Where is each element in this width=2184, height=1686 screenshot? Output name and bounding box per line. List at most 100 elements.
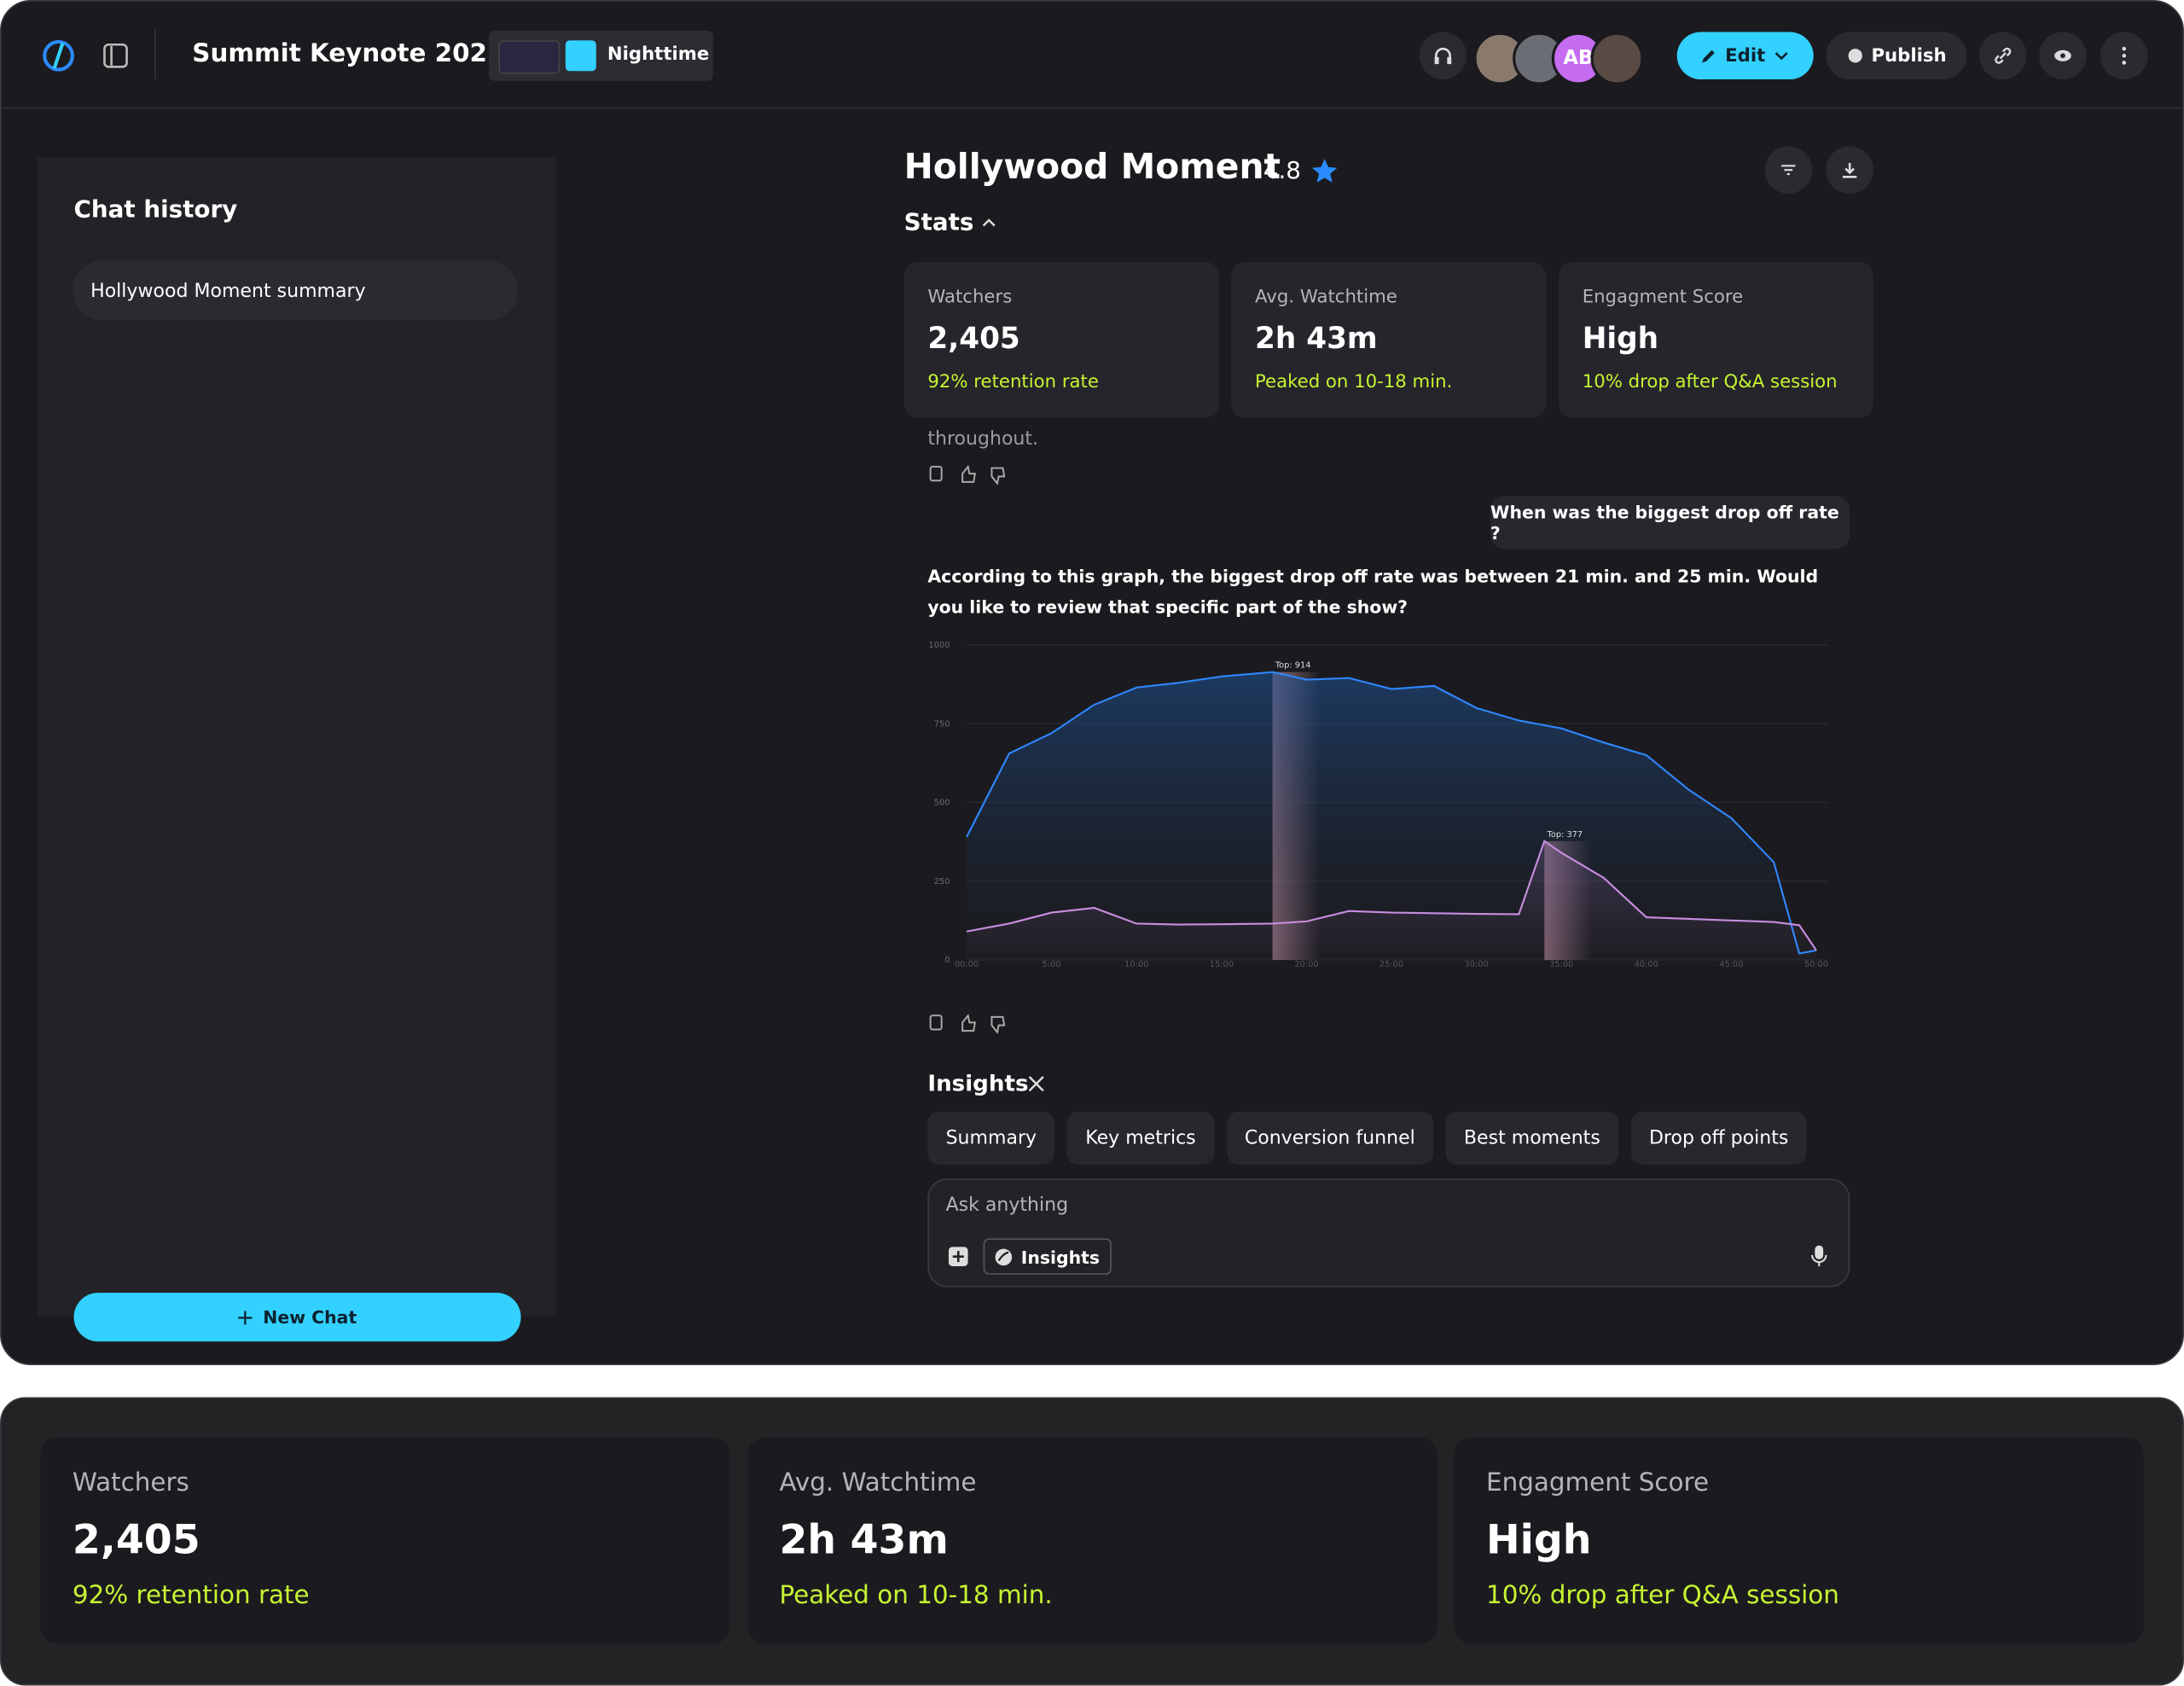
edit-button[interactable]: Edit [1676,32,1814,80]
x-tick-label: 35:00 [1549,960,1573,969]
icon [1995,47,2012,64]
x-tick-label: 20:00 [1294,960,1318,969]
rating: 4.8 [1263,157,1301,186]
link-button[interactable] [1978,32,2027,80]
stat-label: Avg. Watchtime [1255,287,1397,308]
partial-message: throughout. [927,427,1039,451]
star-icon [1311,159,1338,183]
x-tick-label: 25:00 [1380,960,1403,969]
stat-value: High [1582,322,1659,356]
divider [154,29,156,80]
stat-note: 92% retention rate [927,371,1099,393]
icon [1701,49,1715,63]
annotation-label: Top: 914 [1275,661,1311,671]
stat-label: Engagment Score [1582,287,1744,308]
icon [1842,163,1857,178]
icon [1781,165,1796,176]
stat-value: High [1486,1515,1592,1563]
icon [237,1310,253,1324]
icon [1775,52,1789,61]
avatar[interactable] [1473,32,1527,85]
collapse-icon[interactable] [980,214,997,231]
stat-note: 92% retention rate [72,1581,310,1611]
y-tick-label: 0 [944,956,950,965]
stat-card: Watchers 2,405 92% retention rate [903,261,1219,418]
edit-label: Edit [1725,45,1766,67]
download-button[interactable] [1826,146,1873,194]
sidebar-title: Chat history [73,196,238,224]
history-item[interactable]: Hollywood Moment summary [72,260,519,321]
filter-button[interactable] [1764,146,1813,194]
theme-switch[interactable]: Nighttime [489,30,713,81]
icon [1847,49,1862,63]
assistant-reply: According to this graph, the biggest dro… [927,565,1819,618]
icon [1434,47,1452,65]
stat-value: 2,405 [72,1515,200,1563]
x-tick-label: 15:00 [1210,960,1234,969]
close-icon[interactable] [1028,1075,1045,1092]
new-chat-button[interactable]: New Chat [73,1293,521,1342]
swatch [498,40,561,74]
retention-chart: 0 250 500 750 1000 00:00 5:00 10:00 15:00 20:00 25… [929,641,1829,969]
chip-row: Summary Key metrics Conversion funnel Best … [927,1111,1807,1165]
stat-label: Engagment Score [1486,1468,1710,1498]
summary-card: Watchers 2,405 92% retention rate [40,1437,730,1644]
sidebar-toggle[interactable] [103,43,128,68]
new-chat-label: New Chat [263,1306,357,1328]
swatch [565,40,596,72]
header: Summit Keynote 2025 Nighttime AB Edit Pu… [1,2,2183,109]
suggestion-chip[interactable]: Drop off points [1630,1111,1807,1165]
preview-button[interactable] [2039,32,2087,80]
history-list: Hollywood Moment summary [72,260,519,328]
suggestion-chip[interactable]: Key metrics [1067,1111,1214,1165]
publish-label: Publish [1871,45,1947,67]
x-tick-label: 00:00 [955,960,979,969]
mic-icon[interactable] [1810,1245,1827,1268]
project-title: Summit Keynote 2025 [192,38,505,68]
suggestion-chip[interactable]: Best moments [1445,1111,1619,1165]
more-button[interactable] [2100,32,2148,80]
series-line [966,840,1817,951]
insights-tool[interactable]: Insights [983,1238,1112,1275]
icon [995,1247,1013,1265]
y-tick-label: 1000 [929,641,950,650]
theme-name: Nighttime [607,44,710,66]
x-tick-label: 30:00 [1465,960,1489,969]
stat-value: 2h 43m [1255,322,1378,356]
suggestion-chip[interactable]: Summary [927,1111,1055,1165]
stat-card: Engagment Score High 10% drop after Q&A se… [1558,261,1873,418]
summary-panel: Watchers 2,405 92% retention rate Avg. Watc… [0,1397,2184,1686]
logo [43,39,74,72]
stat-note: Peaked on 10-18 min. [779,1581,1053,1611]
x-tick-label: 50:00 [1804,960,1828,969]
input-box[interactable]: Ask anything Insights [927,1178,1850,1288]
summary-card: Avg. Watchtime 2h 43m Peaked on 10-18 min. [746,1437,1438,1644]
publish-button[interactable]: Publish [1826,32,1967,80]
summary-card: Engagment Score High 10% drop after Q&A se… [1454,1437,2144,1644]
icon [2054,49,2071,61]
suggestion-chip[interactable]: Conversion funnel [1226,1111,1433,1165]
x-tick-label: 10:00 [1124,960,1148,969]
stat-value: 2h 43m [779,1515,949,1563]
x-tick-label: 5:00 [1043,960,1061,969]
icon [2122,46,2127,65]
message-actions[interactable] [927,1014,1011,1034]
stat-value: 2,405 [927,322,1020,356]
audio-button[interactable] [1419,32,1467,80]
x-tick-label: 40:00 [1635,960,1658,969]
add-icon[interactable] [948,1247,968,1267]
stat-note: 10% drop after Q&A session [1486,1581,1839,1611]
stat-label: Watchers [927,287,1013,308]
y-tick-label: 750 [934,719,950,729]
annotation-label: Top: 377 [1547,830,1583,840]
x-tick-label: 45:00 [1719,960,1743,969]
y-tick-label: 500 [934,799,950,808]
series-line [966,671,1817,955]
stat-label: Watchers [72,1468,189,1498]
message-actions[interactable] [927,465,1011,485]
main-title: Hollywood Moment [903,146,1281,187]
tool-label: Insights [1020,1246,1101,1267]
avatar[interactable] [1590,32,1644,85]
